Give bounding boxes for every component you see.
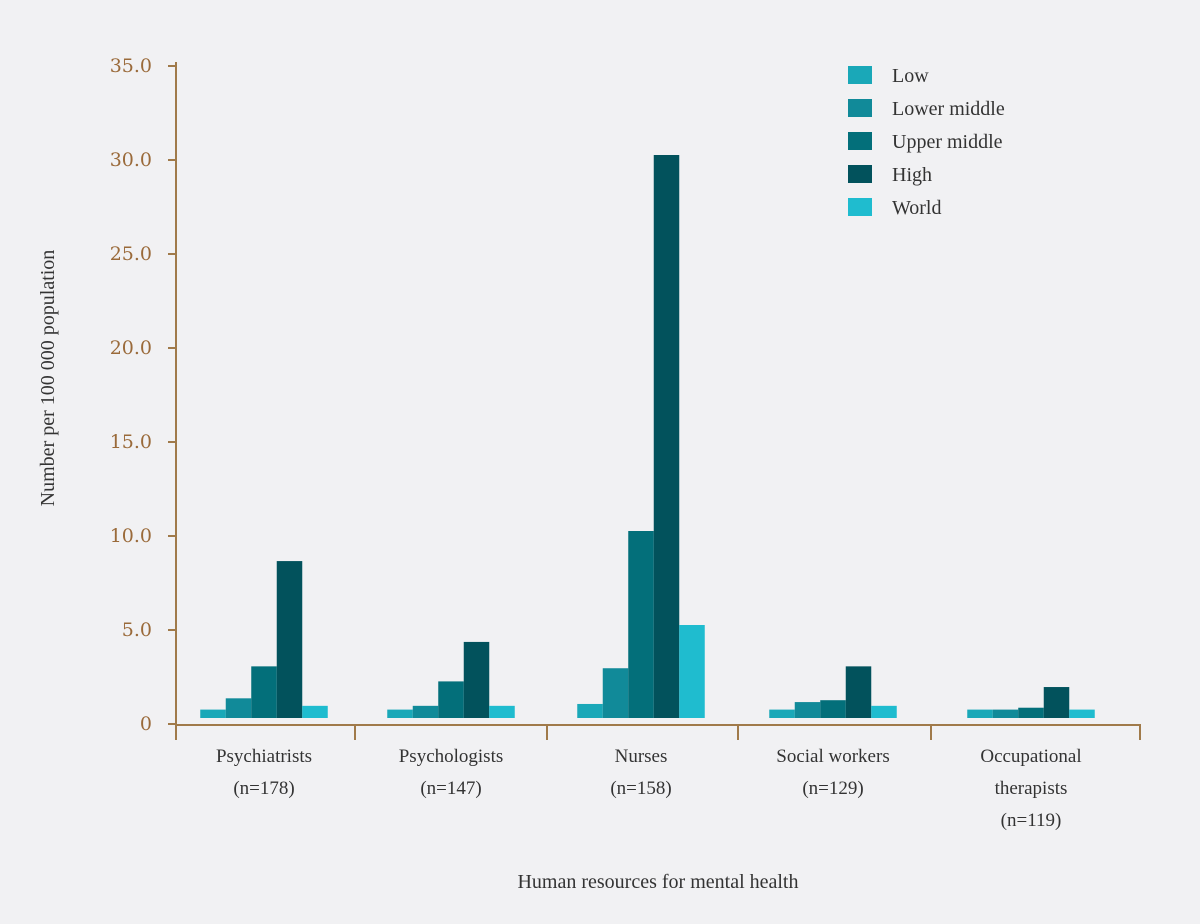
x-tick-label: Social workers xyxy=(776,746,889,767)
bar-upper-middle xyxy=(438,681,464,718)
bar-low xyxy=(387,709,413,718)
bar-upper-middle xyxy=(820,700,846,718)
bar-world xyxy=(871,705,897,718)
x-tick-label: Psychologists xyxy=(399,746,504,767)
bar-low xyxy=(577,703,603,718)
bar-lower-middle xyxy=(225,698,252,718)
bar-high xyxy=(276,561,303,718)
y-axis-label: Number per 100 000 population xyxy=(37,250,59,507)
bar-lower-middle xyxy=(794,702,821,718)
x-tick-label: (n=129) xyxy=(802,778,863,799)
bar-lower-middle xyxy=(602,668,629,718)
x-axis-label: Human resources for mental health xyxy=(517,871,798,893)
bar-low xyxy=(769,709,795,718)
bar-low xyxy=(967,709,993,718)
x-tick-label: (n=158) xyxy=(610,778,671,799)
bar-world xyxy=(302,705,328,718)
bar-high xyxy=(1043,687,1070,718)
bar-low xyxy=(200,709,226,718)
legend-swatch xyxy=(848,132,872,150)
y-tick-label: 25.0 xyxy=(110,243,152,265)
bar-world xyxy=(489,705,515,718)
y-tick-label: 10.0 xyxy=(110,525,152,547)
legend-swatch xyxy=(848,165,872,183)
legend-swatch xyxy=(848,99,872,117)
bar-high xyxy=(653,155,680,718)
y-tick-label: 5.0 xyxy=(122,619,152,641)
bar-lower-middle xyxy=(412,705,439,718)
x-tick-label: Psychiatrists xyxy=(216,746,312,767)
legend-label: World xyxy=(892,197,942,219)
legend-swatch xyxy=(848,66,872,84)
x-tick-label: therapists xyxy=(995,778,1068,799)
bar-upper-middle xyxy=(251,666,277,718)
bar-high xyxy=(463,641,490,718)
bar-upper-middle xyxy=(1018,707,1044,718)
legend-label: Low xyxy=(892,65,929,87)
x-tick-label: (n=178) xyxy=(233,778,294,799)
y-tick-label: 35.0 xyxy=(110,55,152,77)
legend-label: Lower middle xyxy=(892,98,1005,120)
x-tick-label: Occupational xyxy=(980,746,1081,767)
bar-high xyxy=(845,666,872,718)
bar-world xyxy=(679,625,705,718)
y-tick-label: 20.0 xyxy=(110,337,152,359)
x-tick-label: (n=119) xyxy=(1001,810,1062,831)
bar-lower-middle xyxy=(992,709,1019,718)
y-tick-label: 0 xyxy=(140,713,152,735)
x-tick-label: (n=147) xyxy=(420,778,481,799)
bar-world xyxy=(1069,709,1095,718)
x-tick-label: Nurses xyxy=(615,746,668,767)
y-tick-label: 30.0 xyxy=(110,149,152,171)
legend-swatch xyxy=(848,198,872,216)
y-tick-label: 15.0 xyxy=(110,431,152,453)
bar-upper-middle xyxy=(628,531,654,718)
legend-label: High xyxy=(892,164,932,186)
legend-label: Upper middle xyxy=(892,131,1003,153)
